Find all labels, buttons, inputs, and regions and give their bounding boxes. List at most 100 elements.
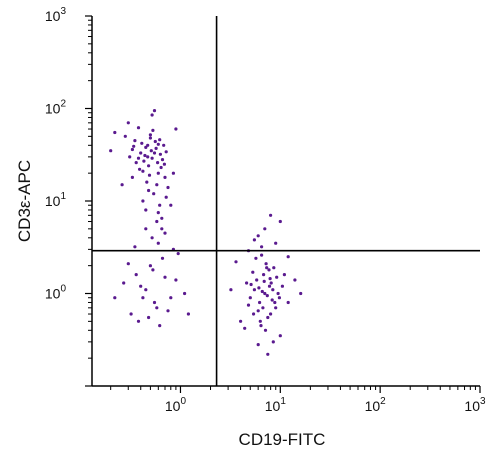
data-point (267, 284, 272, 288)
data-point (260, 253, 264, 257)
data-point (126, 121, 130, 125)
data-point (249, 282, 253, 287)
data-point (160, 216, 164, 220)
data-point (109, 149, 113, 153)
data-point (113, 130, 117, 135)
data-point (169, 296, 173, 300)
data-point (271, 288, 275, 292)
data-point (147, 164, 151, 168)
data-point (293, 278, 297, 282)
data-point (266, 352, 270, 356)
data-point (176, 252, 180, 256)
data-point (252, 288, 256, 292)
data-point (259, 324, 263, 328)
data-point (183, 291, 187, 296)
quadrant-gates (92, 16, 480, 386)
data-point (146, 155, 150, 159)
data-point (270, 298, 274, 302)
data-point (155, 183, 159, 187)
data-point (260, 245, 264, 249)
data-point (166, 309, 170, 313)
data-point (154, 146, 158, 150)
data-point (256, 234, 260, 238)
y-axis-label: CD3ε-APC (15, 160, 34, 242)
data-point (286, 255, 290, 259)
data-point (139, 284, 143, 288)
data-point (162, 143, 166, 147)
data-point (273, 300, 277, 305)
data-point (163, 175, 167, 179)
axes (85, 15, 481, 393)
data-point (133, 245, 137, 249)
data-point (128, 155, 132, 159)
data-point (144, 227, 148, 231)
data-point (262, 279, 266, 283)
data-point (113, 296, 117, 300)
data-point (144, 145, 148, 149)
data-point (142, 159, 146, 163)
data-point (158, 138, 162, 142)
data-point (174, 278, 178, 282)
y-tick-label: 102 (45, 99, 67, 117)
data-point (265, 294, 269, 298)
data-point (234, 260, 238, 264)
data-point (160, 158, 165, 162)
data-point (269, 281, 273, 285)
data-point (156, 211, 160, 215)
data-point (160, 256, 165, 260)
data-point (278, 334, 282, 338)
data-point (152, 109, 157, 113)
data-point (252, 312, 256, 316)
data-point (152, 300, 157, 305)
data-point (148, 264, 152, 268)
data-point (254, 256, 258, 260)
data-point (156, 241, 160, 245)
data-point (150, 156, 154, 160)
data-point (149, 149, 153, 153)
data-point (132, 144, 136, 148)
data-point (245, 281, 249, 285)
data-point (263, 227, 267, 231)
data-point (155, 219, 159, 224)
data-point (136, 319, 141, 323)
data-point (151, 268, 155, 272)
x-tick-label: 100 (165, 396, 187, 414)
data-point (140, 141, 144, 145)
data-point (150, 236, 154, 240)
x-tick-label: 103 (464, 396, 486, 414)
data-point (269, 312, 273, 316)
data-point (261, 306, 265, 310)
data-point (141, 199, 145, 203)
data-point (146, 143, 150, 147)
data-point (133, 139, 137, 143)
data-point (129, 312, 133, 316)
data-point (186, 312, 190, 316)
data-point (122, 281, 126, 285)
data-point (147, 173, 152, 177)
data-point (163, 275, 167, 279)
data-point (141, 296, 145, 300)
data-point (271, 340, 275, 344)
data-point (123, 134, 127, 138)
data-point (164, 150, 168, 154)
data-point (229, 288, 233, 292)
data-point (266, 315, 270, 320)
y-tick-label: 103 (45, 6, 67, 24)
data-point (255, 278, 259, 282)
y-tick-label: 101 (45, 191, 67, 209)
data-point (148, 133, 152, 137)
data-point (136, 156, 141, 160)
data-point (166, 185, 170, 190)
data-point (243, 326, 247, 330)
data-point (272, 266, 276, 270)
data-point (158, 203, 162, 207)
data-point (143, 153, 147, 158)
data-points (109, 109, 303, 356)
data-point (263, 291, 267, 296)
data-point (280, 284, 284, 288)
data-point (263, 328, 268, 332)
data-point (268, 277, 272, 281)
data-point (251, 270, 255, 274)
data-point (248, 296, 252, 300)
data-point (136, 126, 141, 130)
